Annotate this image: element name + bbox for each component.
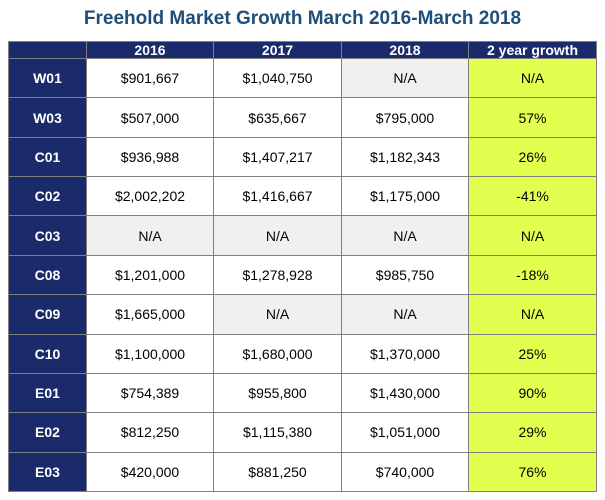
value-cell: $985,750: [341, 254, 469, 296]
row-header: C03: [8, 215, 87, 256]
value-cell: N/A: [213, 215, 342, 256]
value-cell: $1,182,343: [341, 136, 469, 178]
table-row: C01 $936,988 $1,407,217 $1,182,343 26%: [8, 136, 597, 178]
row-header: E02: [8, 412, 87, 453]
growth-cell: N/A: [468, 57, 597, 99]
value-cell: $1,416,667: [213, 176, 342, 217]
value-cell: $1,175,000: [341, 176, 469, 217]
column-header-growth: 2 year growth: [468, 41, 597, 59]
table-row: E01 $754,389 $955,800 $1,430,000 90%: [8, 372, 597, 414]
row-header: W01: [8, 57, 87, 99]
column-header-2018: 2018: [341, 41, 469, 59]
value-cell: $795,000: [341, 97, 469, 138]
table-row: C10 $1,100,000 $1,680,000 $1,370,000 25%: [8, 333, 597, 374]
value-cell: $1,201,000: [86, 254, 214, 296]
row-header: E01: [8, 372, 87, 414]
table-row: W01 $901,667 $1,040,750 N/A N/A: [8, 57, 597, 99]
header-row: 2016 2017 2018 2 year growth: [8, 41, 597, 59]
table-row: C02 $2,002,202 $1,416,667 $1,175,000 -41%: [8, 176, 597, 217]
row-header: C09: [8, 294, 87, 335]
row-header: C02: [8, 176, 87, 217]
table-row: W03 $507,000 $635,667 $795,000 57%: [8, 97, 597, 138]
value-cell: N/A: [86, 215, 214, 256]
value-cell: N/A: [213, 294, 342, 335]
row-header: C08: [8, 254, 87, 296]
table-row: E02 $812,250 $1,115,380 $1,051,000 29%: [8, 412, 597, 453]
value-cell: $1,665,000: [86, 294, 214, 335]
row-header: C10: [8, 333, 87, 374]
value-cell: $1,040,750: [213, 57, 342, 99]
value-cell: $881,250: [213, 451, 342, 493]
value-cell: $955,800: [213, 372, 342, 414]
value-cell: N/A: [341, 215, 469, 256]
row-header: C01: [8, 136, 87, 178]
column-header-2016: 2016: [86, 41, 214, 59]
growth-table: 2016 2017 2018 2 year growth W01 $901,667…: [8, 41, 597, 493]
table-row: C03 N/A N/A N/A N/A: [8, 215, 597, 256]
value-cell: $1,100,000: [86, 333, 214, 374]
growth-cell: -41%: [468, 176, 597, 217]
growth-cell: 29%: [468, 412, 597, 453]
value-cell: $2,002,202: [86, 176, 214, 217]
value-cell: $1,370,000: [341, 333, 469, 374]
growth-cell: N/A: [468, 294, 597, 335]
growth-cell: 26%: [468, 136, 597, 178]
value-cell: $1,051,000: [341, 412, 469, 453]
row-header: W03: [8, 97, 87, 138]
table-row: E03 $420,000 $881,250 $740,000 76%: [8, 451, 597, 493]
value-cell: N/A: [341, 294, 469, 335]
value-cell: $901,667: [86, 57, 214, 99]
value-cell: $1,115,380: [213, 412, 342, 453]
value-cell: $420,000: [86, 451, 214, 493]
table-row: C09 $1,665,000 N/A N/A N/A: [8, 294, 597, 335]
growth-cell: 57%: [468, 97, 597, 138]
value-cell: $1,430,000: [341, 372, 469, 414]
table-title: Freehold Market Growth March 2016-March …: [83, 8, 522, 29]
growth-cell: N/A: [468, 215, 597, 256]
growth-cell: 76%: [468, 451, 597, 493]
growth-cell: 25%: [468, 333, 597, 374]
row-header: E03: [8, 451, 87, 493]
value-cell: $812,250: [86, 412, 214, 453]
value-cell: $507,000: [86, 97, 214, 138]
value-cell: $635,667: [213, 97, 342, 138]
column-header-2017: 2017: [213, 41, 342, 59]
value-cell: $1,407,217: [213, 136, 342, 178]
value-cell: $936,988: [86, 136, 214, 178]
value-cell: $1,680,000: [213, 333, 342, 374]
growth-cell: -18%: [468, 254, 597, 296]
table-row: C08 $1,201,000 $1,278,928 $985,750 -18%: [8, 254, 597, 296]
growth-cell: 90%: [468, 372, 597, 414]
value-cell: N/A: [341, 57, 469, 99]
value-cell: $1,278,928: [213, 254, 342, 296]
value-cell: $740,000: [341, 451, 469, 493]
corner-header: [8, 41, 87, 59]
value-cell: $754,389: [86, 372, 214, 414]
